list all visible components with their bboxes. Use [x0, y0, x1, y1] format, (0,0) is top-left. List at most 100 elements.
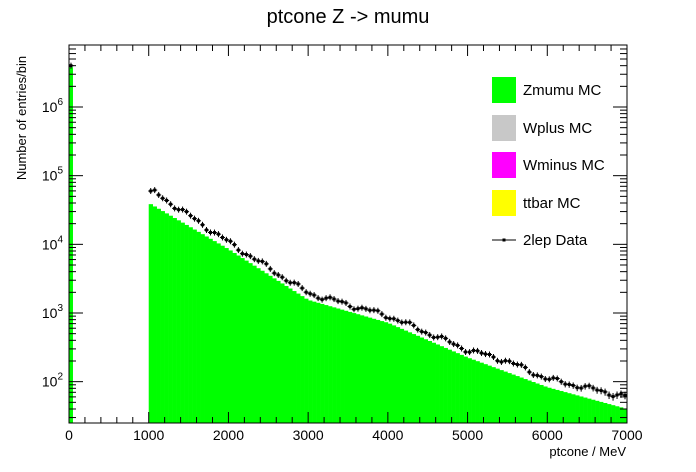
mc-bar: [519, 377, 524, 423]
data-point: [188, 212, 194, 219]
data-marker: [607, 393, 611, 397]
data-point: [570, 382, 576, 389]
data-marker: [491, 355, 495, 359]
mc-bar: [427, 341, 432, 423]
data-marker: [205, 228, 209, 232]
mc-bar: [395, 327, 401, 423]
mc-bar: [527, 380, 532, 423]
mc-bar: [164, 213, 169, 423]
data-marker: [169, 202, 173, 206]
data-marker: [320, 298, 324, 302]
data-marker: [412, 323, 416, 327]
data-marker: [436, 335, 440, 339]
data-point: [295, 280, 301, 287]
data-point: [263, 260, 269, 267]
data-point: [498, 358, 504, 365]
data-point: [204, 226, 210, 233]
data-point: [443, 335, 449, 342]
y-tick-label: 106: [42, 97, 64, 115]
data-marker: [380, 312, 384, 316]
data-point: [578, 384, 584, 392]
legend-label: Wminus MC: [523, 157, 605, 174]
data-marker: [376, 309, 380, 313]
mc-bar: [491, 367, 496, 423]
data-marker: [177, 208, 181, 212]
data-marker: [300, 286, 304, 290]
mc-bar: [280, 283, 285, 423]
data-point: [594, 386, 600, 394]
data-marker: [220, 235, 224, 239]
data-point: [610, 392, 616, 401]
mc-bar: [447, 349, 452, 423]
data-marker: [408, 320, 412, 324]
mc-bars: [69, 67, 628, 423]
data-marker: [336, 299, 340, 303]
data-point: [327, 294, 333, 301]
y-tick-label: 105: [42, 166, 64, 184]
mc-bar: [363, 316, 369, 423]
chart-title: ptcone Z -> mumu: [267, 6, 430, 28]
data-marker: [444, 336, 448, 340]
data-point: [156, 191, 162, 198]
mc-bar: [523, 379, 528, 423]
mc-bar: [320, 303, 325, 423]
data-marker: [284, 279, 288, 283]
x-tick-label: 6000: [532, 427, 563, 443]
mc-bar: [471, 359, 476, 423]
legend-data-marker: [502, 238, 506, 242]
data-point: [375, 307, 381, 314]
data-point: [219, 234, 225, 241]
mc-bar: [200, 234, 205, 423]
data-marker: [356, 307, 360, 311]
mc-bar: [260, 270, 265, 423]
data-point: [451, 341, 457, 348]
legend-swatch: [492, 115, 516, 141]
data-marker: [535, 373, 539, 377]
data-marker: [224, 238, 228, 242]
data-point: [343, 299, 349, 306]
x-axis-label: ptcone / MeV: [549, 444, 626, 459]
mc-bar: [587, 398, 592, 423]
mc-bar: [531, 382, 536, 423]
data-marker: [384, 316, 388, 320]
mc-bar: [539, 384, 544, 423]
data-point: [379, 311, 385, 318]
data-point: [303, 289, 309, 296]
data-marker: [232, 243, 236, 247]
data-marker: [563, 382, 567, 386]
data-marker: [189, 214, 193, 218]
data-point: [323, 295, 329, 302]
data-marker: [312, 293, 316, 297]
mc-bar: [212, 241, 217, 423]
mc-bar: [180, 222, 185, 423]
data-point: [459, 345, 465, 352]
mc-bar: [479, 362, 484, 423]
mc-bar: [439, 346, 444, 423]
data-marker: [316, 296, 320, 300]
mc-bar: [575, 395, 580, 423]
data-point: [510, 360, 516, 367]
data-marker: [392, 317, 396, 321]
data-marker: [456, 343, 460, 347]
data-point: [247, 253, 253, 260]
data-marker: [248, 254, 252, 258]
data-point: [407, 319, 413, 326]
data-point: [415, 326, 421, 333]
data-marker: [539, 375, 543, 379]
data-marker: [432, 335, 436, 339]
mc-bar: [228, 250, 233, 423]
data-marker: [304, 290, 308, 294]
data-point: [602, 388, 608, 396]
data-marker: [460, 346, 464, 350]
mc-bar: [455, 353, 460, 423]
data-point: [152, 187, 158, 194]
data-point: [283, 277, 289, 284]
data-marker: [579, 386, 583, 390]
mc-bar: [563, 392, 568, 423]
data-point: [168, 201, 174, 208]
data-marker: [611, 395, 615, 399]
data-point: [447, 338, 453, 345]
data-marker: [240, 252, 244, 256]
data-marker: [212, 231, 216, 235]
mc-bar: [579, 396, 584, 423]
